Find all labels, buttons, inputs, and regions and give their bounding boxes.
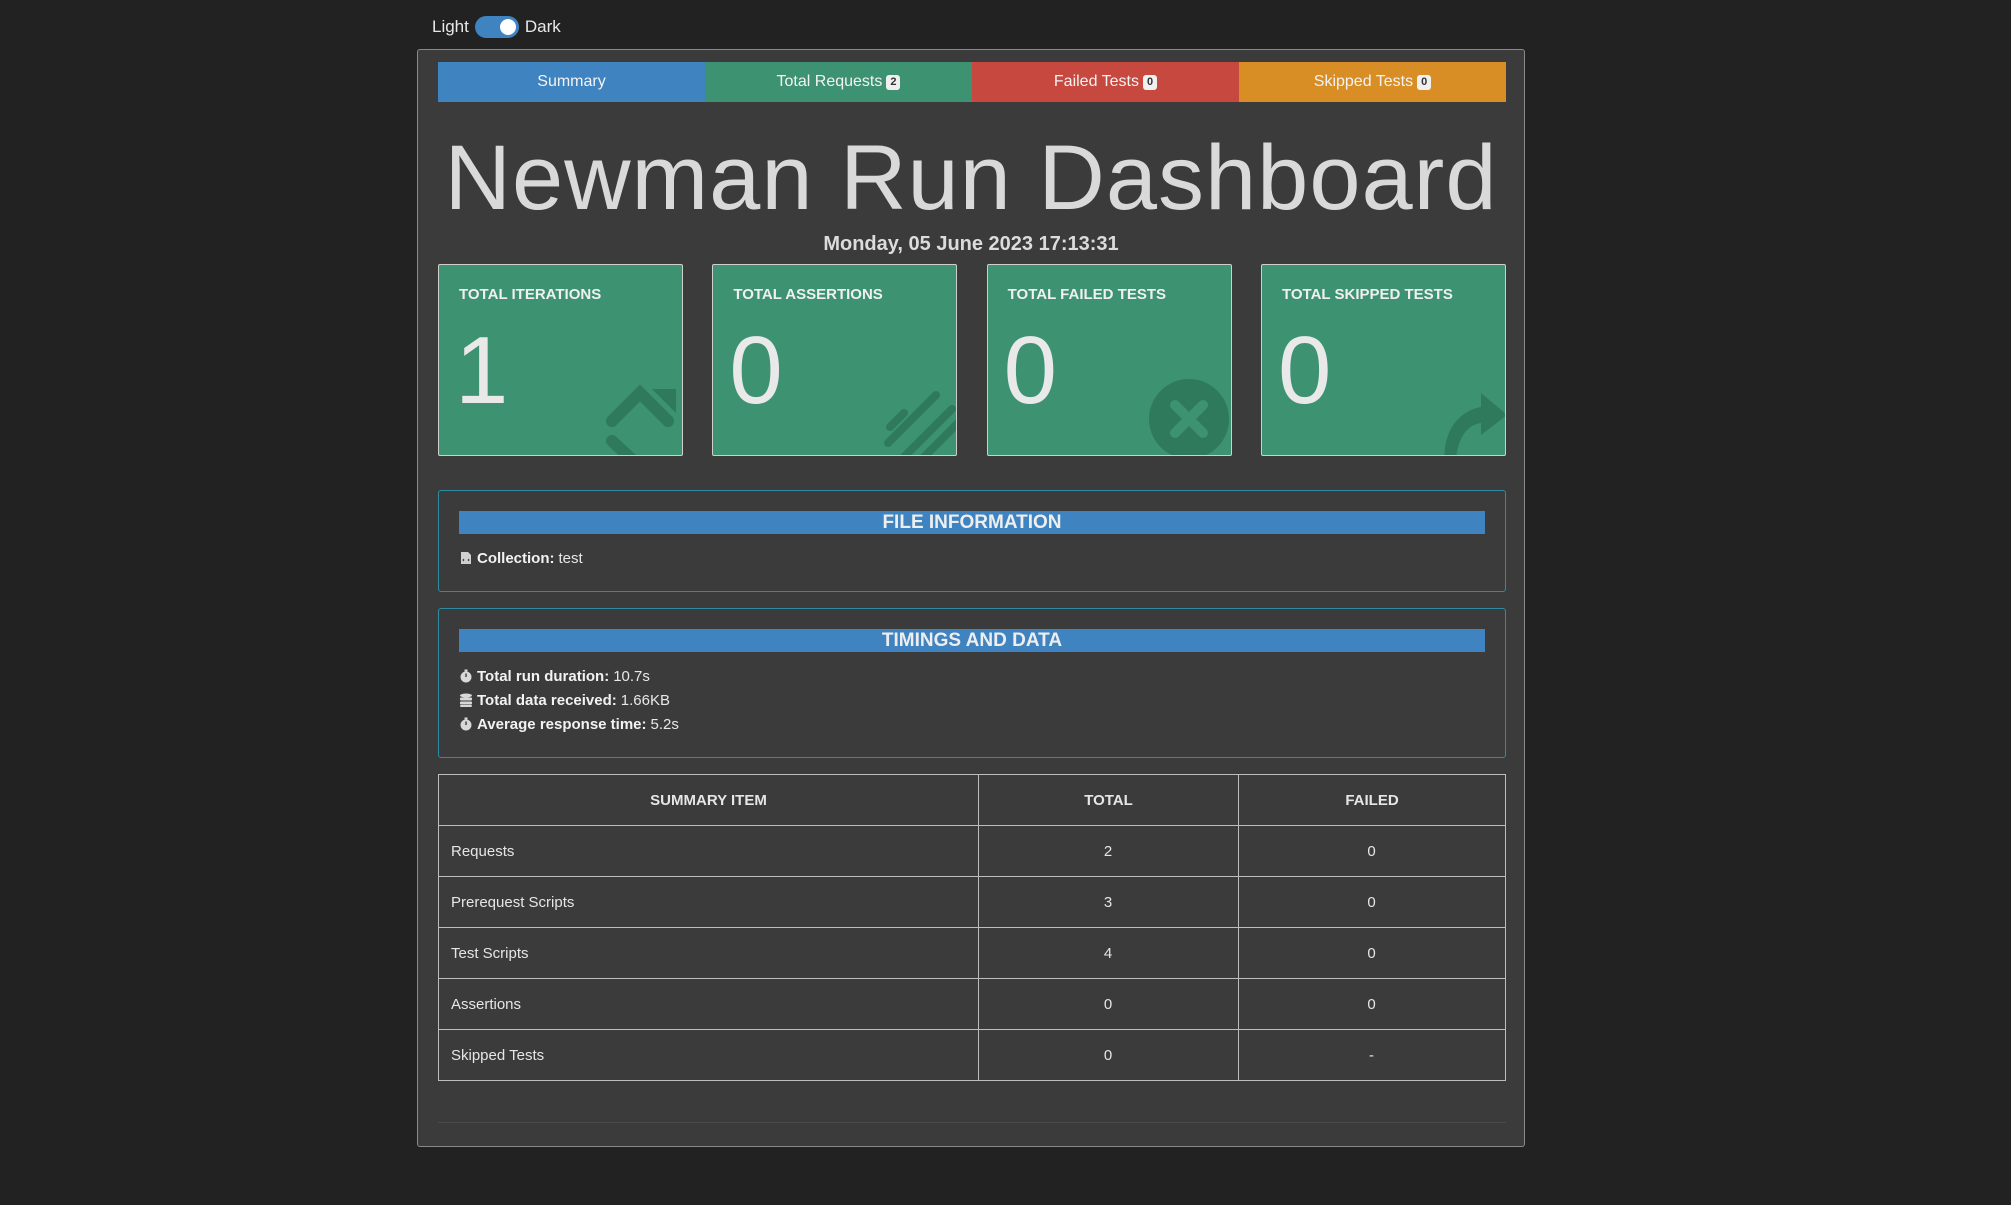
tab-skipped-tests-label: Skipped Tests: [1313, 73, 1414, 90]
timings-panel: TIMINGS AND DATA Total run duration: 10.…: [438, 608, 1506, 758]
row-item: Test Scripts: [438, 927, 979, 979]
avg-response-row: Average response time: 5.2s: [459, 712, 1505, 736]
row-failed: 0: [1238, 978, 1506, 1030]
row-failed: 0: [1238, 876, 1506, 928]
run-duration-label: Total run duration:: [477, 667, 610, 685]
theme-toggle: Light Dark: [432, 16, 561, 38]
col-header-summary-item: SUMMARY ITEM: [438, 774, 979, 826]
card-value: 0: [729, 317, 783, 424]
tab-summary[interactable]: Summary: [438, 62, 705, 102]
database-icon: [460, 693, 472, 707]
row-total: 2: [978, 825, 1239, 877]
run-duration-row: Total run duration: 10.7s: [459, 664, 1505, 688]
row-total: 3: [978, 876, 1239, 928]
card-value: 1: [455, 317, 509, 424]
card-label: TOTAL ASSERTIONS: [733, 286, 883, 303]
share-arrow-icon: [1444, 393, 1505, 455]
card-label: TOTAL FAILED TESTS: [1007, 286, 1166, 303]
file-information-heading: FILE INFORMATION: [459, 511, 1485, 534]
card-label: TOTAL SKIPPED TESTS: [1281, 286, 1453, 303]
timings-heading: TIMINGS AND DATA: [459, 629, 1485, 652]
footer-divider: [438, 1122, 1506, 1123]
card-total-assertions: TOTAL ASSERTIONS 0: [712, 264, 958, 456]
card-total-skipped-tests: TOTAL SKIPPED TESTS 0: [1260, 264, 1506, 456]
table-row: Requests 2 0: [438, 825, 1506, 877]
row-total: 0: [978, 1029, 1239, 1081]
summary-table: SUMMARY ITEM TOTAL FAILED Requests 2 0 P…: [438, 774, 1506, 1081]
card-value: 0: [1003, 317, 1058, 424]
dashboard-container: Summary Total Requests 2 Failed Tests 0 …: [417, 49, 1525, 1147]
page-title: Newman Run Dashboard: [444, 127, 1498, 229]
switch-knob: [499, 19, 516, 35]
collection-value: test: [558, 549, 583, 567]
card-total-iterations: TOTAL ITERATIONS 1: [438, 264, 683, 456]
col-header-failed: FAILED: [1238, 774, 1506, 826]
tab-bar: Summary Total Requests 2 Failed Tests 0 …: [438, 62, 1506, 102]
tab-summary-label: Summary: [537, 73, 606, 90]
file-code-icon: [461, 552, 471, 564]
row-total: 4: [978, 927, 1239, 979]
avg-response-label: Average response time:: [477, 715, 647, 733]
row-item: Assertions: [438, 978, 979, 1030]
card-total-failed-tests: TOTAL FAILED TESTS 0: [986, 264, 1232, 456]
tab-failed-tests-label: Failed Tests: [1053, 73, 1139, 90]
row-failed: 0: [1238, 927, 1506, 979]
table-row: Test Scripts 4 0: [438, 927, 1506, 979]
theme-switch[interactable]: [474, 16, 519, 38]
stopwatch-icon: [460, 717, 472, 731]
tab-skipped-tests[interactable]: Skipped Tests 0: [1239, 62, 1506, 102]
data-received-row: Total data received: 1.66KB: [459, 688, 1505, 712]
light-label: Light: [432, 17, 469, 36]
tab-total-requests[interactable]: Total Requests 2: [705, 62, 972, 102]
tab-failed-tests[interactable]: Failed Tests 0: [972, 62, 1239, 102]
stat-cards: TOTAL ITERATIONS 1 TOTAL ASSERTIONS 0: [438, 264, 1506, 456]
sync-icon: [606, 384, 676, 455]
table-row: Assertions 0 0: [438, 978, 1506, 1030]
tab-total-requests-label: Total Requests: [776, 73, 883, 90]
stopwatch-icon: [460, 669, 472, 683]
card-value: 0: [1277, 317, 1332, 424]
col-header-total: TOTAL: [978, 774, 1239, 826]
dark-label: Dark: [524, 17, 561, 36]
data-received-value: 1.66KB: [620, 691, 670, 709]
row-item: Requests: [438, 825, 979, 877]
tab-failed-tests-badge: 0: [1142, 74, 1158, 90]
run-date: Monday, 05 June 2023 17:13:31: [823, 233, 1119, 255]
row-total: 0: [978, 978, 1239, 1030]
row-item: Skipped Tests: [438, 1029, 979, 1081]
collection-label: Collection:: [477, 549, 555, 567]
table-row: Skipped Tests 0 -: [438, 1029, 1506, 1081]
times-circle-icon: [1148, 379, 1229, 455]
run-duration-value: 10.7s: [613, 667, 650, 685]
file-information-panel: FILE INFORMATION Collection: test: [438, 490, 1506, 592]
tab-total-requests-badge: 2: [886, 74, 901, 90]
tab-skipped-tests-badge: 0: [1417, 74, 1432, 90]
avg-response-value: 5.2s: [650, 715, 679, 733]
pen-icon: [884, 391, 957, 455]
row-item: Prerequest Scripts: [438, 876, 979, 928]
card-label: TOTAL ITERATIONS: [459, 286, 602, 303]
table-header-row: SUMMARY ITEM TOTAL FAILED: [438, 774, 1506, 826]
row-failed: -: [1238, 1029, 1506, 1081]
collection-row: Collection: test: [459, 546, 1505, 570]
row-failed: 0: [1238, 825, 1506, 877]
table-row: Prerequest Scripts 3 0: [438, 876, 1506, 928]
data-received-label: Total data received:: [477, 691, 617, 709]
